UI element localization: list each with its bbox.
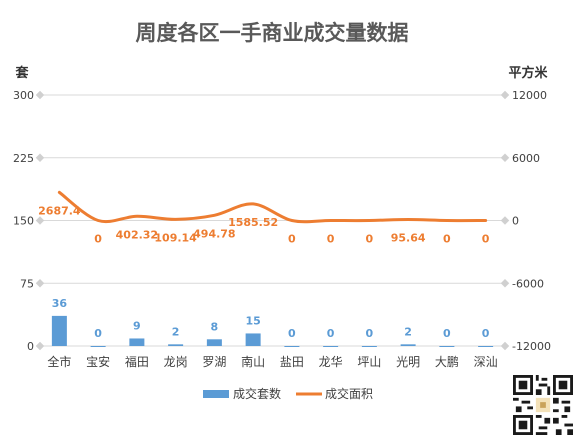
left-axis-tick-label: 75 xyxy=(20,277,34,290)
bar[interactable] xyxy=(439,346,455,347)
legend-swatch-bars[interactable] xyxy=(203,390,229,398)
right-axis-tick-label: 6000 xyxy=(512,152,540,165)
bar[interactable] xyxy=(245,333,261,346)
bar[interactable] xyxy=(90,346,106,347)
left-axis-tick-marker xyxy=(35,216,45,225)
line-series xyxy=(57,190,488,224)
line-data-label: 0 xyxy=(482,233,490,246)
bar[interactable] xyxy=(400,344,416,346)
line-data-label: 2687.4 xyxy=(38,204,81,217)
bar[interactable] xyxy=(168,344,184,346)
bar-data-label: 2 xyxy=(172,325,180,338)
line-data-label: 1585.52 xyxy=(228,216,278,229)
bar-data-label: 0 xyxy=(94,327,102,340)
bar[interactable] xyxy=(206,339,222,346)
bar-data-label: 15 xyxy=(245,314,260,327)
right-axis-tick-label: -6000 xyxy=(512,277,544,290)
bar[interactable] xyxy=(361,346,377,347)
x-axis-tick-label: 宝安 xyxy=(86,354,110,369)
right-axis-tick-marker xyxy=(500,216,510,225)
x-axis: 全市 宝安 福田 龙岗 罗湖 南山 盐田 龙华 坪山 光明 大鹏 深汕 xyxy=(47,354,497,369)
right-axis-tick-marker xyxy=(500,279,510,288)
bar[interactable] xyxy=(129,338,145,346)
legend[interactable]: 成交套数 成交面积 xyxy=(203,386,373,401)
left-axis-tick-marker xyxy=(35,90,45,100)
bar[interactable] xyxy=(284,346,300,347)
x-axis-tick-label: 光明 xyxy=(396,355,420,369)
left-axis: 0 75 150 225 300 xyxy=(13,89,45,353)
line-data-label: 0 xyxy=(94,233,102,246)
bar-data-label: 2 xyxy=(404,325,412,338)
x-axis-tick-label: 龙岗 xyxy=(164,355,188,369)
right-axis-tick-label: 0 xyxy=(512,215,519,228)
line-data-label: 494.78 xyxy=(193,227,235,240)
right-axis-unit: 平方米 xyxy=(508,65,548,81)
line-data-label: 402.32 xyxy=(116,228,158,241)
bar-series xyxy=(51,315,494,347)
bar-data-label: 36 xyxy=(52,297,68,310)
left-axis-tick-marker xyxy=(35,153,45,162)
left-axis-tick-label: 150 xyxy=(13,215,34,228)
legend-label-bars[interactable]: 成交套数 xyxy=(233,386,281,401)
legend-label-line[interactable]: 成交面积 xyxy=(325,386,373,401)
right-axis: -12000 -6000 0 6000 12000 xyxy=(500,89,551,353)
bar[interactable] xyxy=(478,346,494,347)
x-axis-tick-label: 南山 xyxy=(241,354,265,369)
line-data-label: 0 xyxy=(443,233,451,246)
bar[interactable] xyxy=(323,346,339,347)
bar-data-label: 0 xyxy=(482,327,490,340)
line-data-label: 109.14 xyxy=(154,231,197,244)
left-axis-tick-label: 300 xyxy=(13,89,34,102)
right-axis-tick-label: 12000 xyxy=(512,89,547,102)
bar-data-label: 0 xyxy=(443,327,451,340)
right-axis-tick-label: -12000 xyxy=(512,340,551,353)
bar-data-labels: 36 0 9 2 8 15 0 0 0 2 0 0 xyxy=(52,297,490,340)
x-axis-tick-label: 坪山 xyxy=(357,355,381,369)
right-axis-tick-marker xyxy=(500,341,510,351)
bar-data-label: 9 xyxy=(133,319,141,332)
x-axis-tick-label: 罗湖 xyxy=(202,354,226,369)
right-axis-tick-marker xyxy=(500,153,510,162)
line-data-label: 0 xyxy=(327,233,335,246)
right-axis-tick-marker xyxy=(500,90,510,100)
x-axis-tick-label: 大鹏 xyxy=(435,355,459,369)
x-axis-tick-label: 福田 xyxy=(125,354,149,369)
qr-code-icon xyxy=(513,375,573,435)
bar-data-label: 0 xyxy=(327,327,335,340)
x-axis-tick-label: 深汕 xyxy=(474,355,498,369)
left-axis-tick-marker xyxy=(35,341,45,351)
area-line[interactable] xyxy=(57,190,488,224)
chart-title: 周度各区一手商业成交量数据 xyxy=(136,21,409,45)
line-data-label: 95.64 xyxy=(391,231,426,244)
left-axis-tick-label: 225 xyxy=(13,152,34,165)
left-axis-unit: 套 xyxy=(14,65,29,81)
line-data-label: 0 xyxy=(288,233,296,246)
line-data-label: 0 xyxy=(366,233,374,246)
left-axis-tick-label: 0 xyxy=(27,340,34,353)
left-axis-tick-marker xyxy=(35,279,45,288)
x-axis-tick-label: 龙华 xyxy=(319,355,343,369)
bar[interactable] xyxy=(51,315,67,346)
x-axis-tick-label: 盐田 xyxy=(280,355,304,369)
bar-data-label: 8 xyxy=(211,320,219,333)
x-axis-tick-label: 全市 xyxy=(47,354,71,369)
bar-data-label: 0 xyxy=(366,327,374,340)
bar-data-label: 0 xyxy=(288,327,296,340)
